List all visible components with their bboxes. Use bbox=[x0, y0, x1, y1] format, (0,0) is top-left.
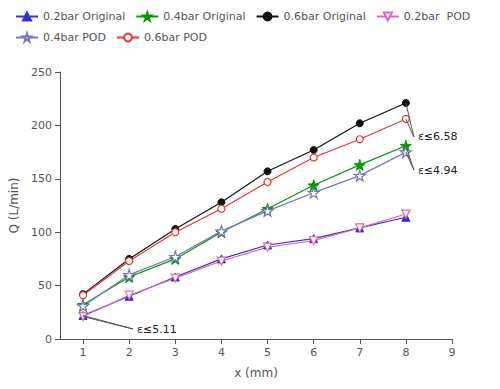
svg-text:3: 3 bbox=[172, 346, 179, 359]
svg-text:4: 4 bbox=[218, 346, 225, 359]
svg-text:200: 200 bbox=[31, 119, 52, 132]
svg-text:1: 1 bbox=[80, 346, 87, 359]
svg-text:x (mm): x (mm) bbox=[234, 366, 278, 380]
svg-text:7: 7 bbox=[356, 346, 363, 359]
svg-text:0.4bar POD: 0.4bar POD bbox=[43, 31, 106, 44]
svg-text:0.2bar POD: 0.2bar POD bbox=[404, 10, 471, 23]
svg-text:Q (L/min): Q (L/min) bbox=[7, 178, 21, 234]
svg-text:2: 2 bbox=[126, 346, 133, 359]
svg-text:0.6bar POD: 0.6bar POD bbox=[144, 31, 207, 44]
svg-text:100: 100 bbox=[31, 226, 52, 239]
svg-text:250: 250 bbox=[31, 66, 52, 79]
svg-text:8: 8 bbox=[402, 346, 409, 359]
svg-text:0: 0 bbox=[45, 333, 52, 346]
svg-text:ε≤4.94: ε≤4.94 bbox=[418, 164, 458, 177]
svg-text:50: 50 bbox=[38, 279, 52, 292]
svg-text:6: 6 bbox=[310, 346, 317, 359]
svg-text:5: 5 bbox=[264, 346, 271, 359]
svg-text:ε≤6.58: ε≤6.58 bbox=[418, 130, 458, 143]
svg-text:150: 150 bbox=[31, 172, 52, 185]
svg-text:9: 9 bbox=[449, 346, 456, 359]
svg-text:0.6bar Original: 0.6bar Original bbox=[284, 10, 366, 23]
svg-text:0.2bar Original: 0.2bar Original bbox=[43, 10, 125, 23]
svg-text:0.4bar Original: 0.4bar Original bbox=[163, 10, 245, 23]
svg-text:ε≤5.11: ε≤5.11 bbox=[137, 323, 177, 336]
